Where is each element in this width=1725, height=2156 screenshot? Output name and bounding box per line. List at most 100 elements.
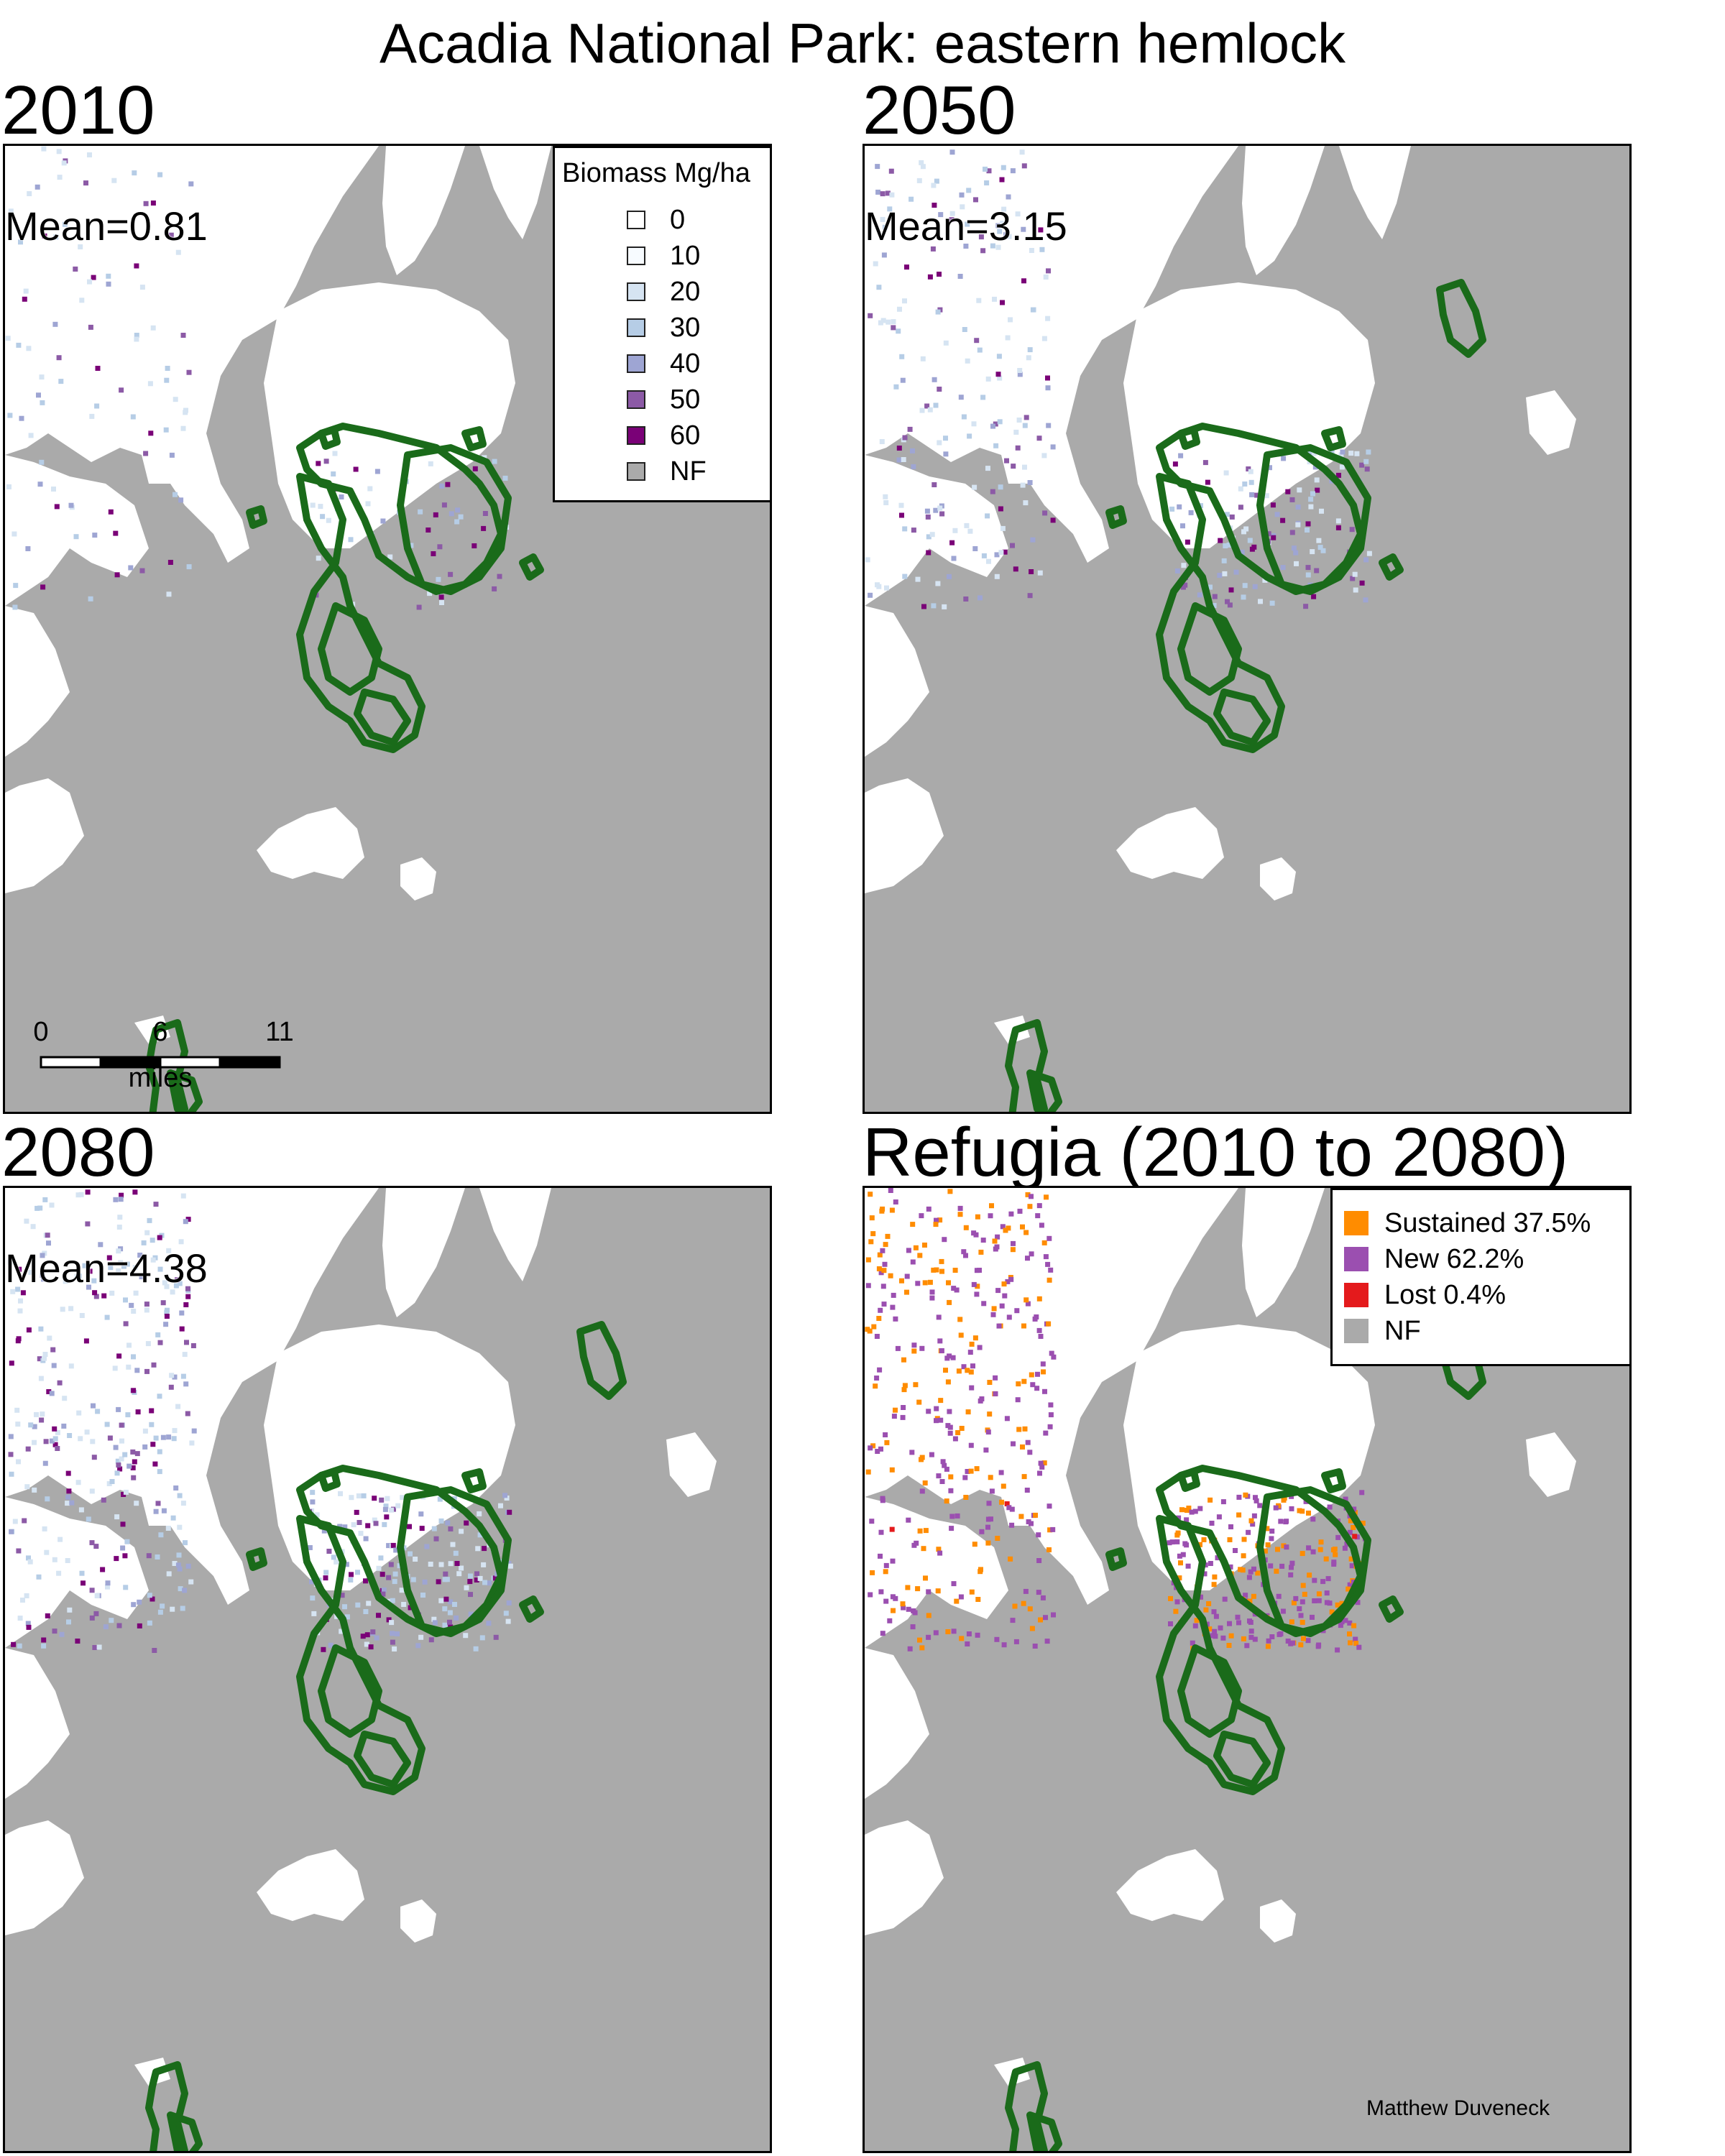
map-cell xyxy=(979,1396,985,1401)
map-cell xyxy=(1041,1240,1047,1245)
park-boundary-islet xyxy=(519,553,544,581)
map-cell xyxy=(935,581,941,586)
map-cell xyxy=(475,1546,481,1552)
map-cell xyxy=(1348,1556,1354,1562)
map-cell xyxy=(938,212,944,218)
map-cell xyxy=(310,1490,316,1496)
map-cell xyxy=(1227,1537,1233,1542)
map-cell xyxy=(975,1214,980,1220)
map-cell xyxy=(12,604,18,610)
map-cell xyxy=(9,1471,14,1477)
map-cell xyxy=(443,1571,448,1577)
map-cell xyxy=(39,374,45,380)
map-cell xyxy=(152,1648,157,1653)
map-cell xyxy=(160,1603,165,1609)
map-cell xyxy=(1021,163,1027,169)
map-cell xyxy=(436,1579,441,1585)
legend-swatch xyxy=(1344,1247,1368,1271)
map-cell xyxy=(1024,1488,1030,1493)
map-cell xyxy=(65,1494,71,1500)
map-cell xyxy=(1010,1247,1016,1253)
map-cell xyxy=(996,354,1002,359)
map-cell xyxy=(418,1511,424,1517)
map-cell xyxy=(185,1294,191,1299)
map-cell xyxy=(1342,1545,1348,1551)
map-cell xyxy=(448,511,454,517)
map-cell xyxy=(458,514,464,520)
map-cell xyxy=(385,1496,390,1501)
map-cell xyxy=(137,1253,143,1258)
map-cell xyxy=(868,313,873,318)
map-cell xyxy=(1000,300,1005,305)
map-cell xyxy=(1024,1297,1029,1303)
map-cell xyxy=(1172,461,1178,467)
map-cell xyxy=(929,532,935,538)
map-cell xyxy=(919,1455,925,1460)
map-cell xyxy=(63,1279,68,1284)
map-cell xyxy=(503,1611,509,1616)
map-cell xyxy=(349,1495,354,1501)
map-cell xyxy=(1233,1548,1238,1553)
mean-label-2080: Mean=4.38 xyxy=(5,1245,208,1291)
map-cell xyxy=(895,1345,901,1351)
map-cell xyxy=(8,208,14,214)
map-cell xyxy=(896,446,902,451)
map-cell xyxy=(1335,1534,1341,1540)
map-cell xyxy=(390,1542,396,1548)
map-cell xyxy=(1013,429,1019,435)
legend-label: NF xyxy=(670,456,707,487)
map-cell xyxy=(878,1270,884,1276)
map-cell xyxy=(54,504,60,510)
map-cell xyxy=(32,1439,37,1445)
map-cell xyxy=(1050,444,1056,450)
map-cell xyxy=(1351,1525,1356,1530)
map-cell xyxy=(144,1307,150,1313)
map-cell xyxy=(386,1543,392,1549)
land-mass xyxy=(5,1497,149,1648)
map-cell xyxy=(995,244,1001,250)
map-cell xyxy=(931,1267,937,1273)
map-cell xyxy=(119,1192,124,1198)
map-cell xyxy=(407,1524,412,1529)
map-cell xyxy=(45,1613,50,1618)
map-cell xyxy=(937,440,942,446)
map-cell xyxy=(22,1518,27,1524)
map-cell xyxy=(990,243,995,249)
map-cell xyxy=(383,1503,389,1509)
map-cell xyxy=(474,1577,479,1583)
map-cell xyxy=(1223,543,1228,548)
map-cell xyxy=(323,459,329,464)
map-cell xyxy=(919,1645,925,1651)
map-cell xyxy=(890,1558,896,1564)
map-cell xyxy=(1246,466,1251,471)
map-cell xyxy=(73,534,79,540)
map-cell xyxy=(1189,1509,1195,1515)
park-boundary-islet xyxy=(1105,505,1127,529)
map-cell xyxy=(6,484,12,489)
map-cell xyxy=(45,1233,50,1238)
map-cell xyxy=(980,1238,986,1243)
map-cell xyxy=(968,1442,974,1448)
map-cell xyxy=(933,507,939,513)
map-panel-refugia: Sustained 37.5% New 62.2% Lost 0.4% NF M… xyxy=(862,1186,1632,2153)
map-cell xyxy=(65,1501,70,1506)
map-cell xyxy=(1281,456,1287,461)
map-cell xyxy=(157,172,163,178)
map-cell xyxy=(1333,1552,1338,1557)
map-cell xyxy=(960,204,965,210)
map-cell xyxy=(141,1240,147,1245)
land-mass xyxy=(5,146,379,563)
map-cell xyxy=(1289,1560,1295,1566)
map-cell xyxy=(26,1624,32,1630)
map-cell xyxy=(1218,1625,1223,1631)
map-cell xyxy=(1006,1505,1012,1511)
map-cell xyxy=(492,459,497,464)
park-boundary-outline xyxy=(1156,1465,1364,1637)
map-cell xyxy=(959,1636,965,1641)
map-cell xyxy=(66,1619,71,1625)
park-boundary-outline xyxy=(296,1515,426,1795)
map-cell xyxy=(1030,307,1036,313)
map-cell xyxy=(1274,512,1280,517)
map-cell xyxy=(354,1509,359,1515)
map-cell xyxy=(1001,1642,1007,1648)
